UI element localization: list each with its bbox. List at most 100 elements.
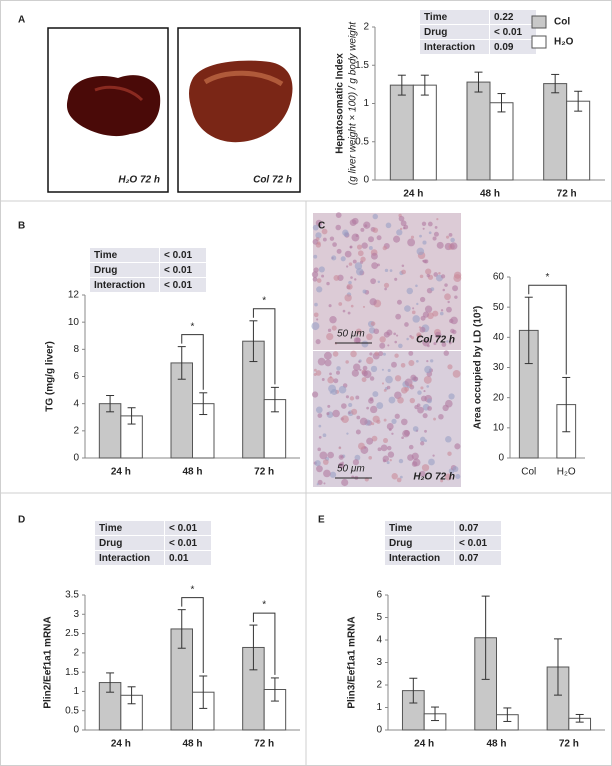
- texture-dot: [406, 337, 409, 341]
- texture-dot: [327, 404, 331, 408]
- texture-dot: [348, 280, 352, 285]
- texture-dot: [313, 267, 319, 273]
- bar: [489, 102, 514, 181]
- liver-highlight: [94, 85, 144, 102]
- texture-dot: [336, 366, 341, 371]
- texture-dot: [383, 438, 389, 444]
- texture-dot: [351, 408, 358, 415]
- texture-dot: [398, 458, 404, 464]
- texture-dot: [416, 302, 419, 306]
- texture-dot: [361, 370, 368, 377]
- texture-dot: [391, 418, 397, 424]
- texture-dot: [444, 293, 451, 301]
- texture-dot: [386, 329, 393, 336]
- legend-label: Col: [554, 17, 570, 28]
- liver-highlight: [203, 70, 284, 87]
- texture-dot: [328, 304, 332, 308]
- texture-dot: [401, 264, 405, 267]
- texture-dot: [357, 250, 364, 257]
- texture-dot: [386, 423, 394, 430]
- texture-dot: [338, 302, 343, 306]
- texture-dot: [312, 239, 319, 245]
- texture-dot: [410, 336, 415, 340]
- texture-dot: [448, 233, 453, 237]
- texture-dot: [448, 341, 452, 345]
- texture-dot: [383, 282, 390, 288]
- y-tick-label: 2.5: [65, 628, 79, 639]
- texture-dot: [412, 426, 419, 432]
- stats-cell: [165, 521, 211, 535]
- texture-dot: [424, 439, 428, 443]
- texture-dot: [377, 280, 381, 284]
- x-tick-label: 72 h: [559, 739, 579, 750]
- y-tick-label: 0: [498, 453, 504, 464]
- texture-dot: [411, 461, 418, 467]
- texture-dot: [315, 219, 323, 227]
- texture-dot: [369, 405, 378, 414]
- texture-dot: [311, 391, 319, 398]
- texture-dot: [344, 294, 352, 302]
- texture-dot: [447, 364, 453, 370]
- significance-bracket: [528, 284, 567, 375]
- texture-dot: [442, 288, 446, 292]
- stats-cell: [95, 521, 164, 535]
- texture-dot: [335, 212, 342, 218]
- texture-dot: [368, 455, 373, 460]
- texture-dot: [350, 350, 357, 358]
- texture-dot: [316, 278, 322, 283]
- texture-dot: [434, 226, 438, 229]
- texture-dot: [424, 429, 427, 433]
- y-tick-label: 2: [376, 680, 382, 691]
- texture-dot: [382, 455, 390, 462]
- texture-dot: [426, 385, 430, 388]
- texture-dot: [312, 224, 319, 231]
- texture-dot: [420, 441, 425, 446]
- y-tick-label: 1.5: [355, 60, 369, 71]
- texture-dot: [452, 369, 461, 378]
- texture-dot: [391, 432, 394, 435]
- texture-dot: [348, 262, 353, 266]
- texture-dot: [407, 454, 414, 461]
- stats-cell: [455, 536, 501, 550]
- texture-dot: [428, 458, 435, 466]
- texture-dot: [366, 356, 374, 365]
- texture-dot: [395, 313, 402, 320]
- texture-dot: [344, 250, 352, 258]
- texture-dot: [372, 227, 379, 233]
- texture-dot: [399, 475, 403, 479]
- texture-dot: [450, 237, 455, 243]
- texture-dot: [359, 417, 368, 426]
- texture-dot: [389, 458, 392, 462]
- stats-key: Interaction: [99, 553, 150, 564]
- texture-dot: [351, 217, 359, 225]
- texture-dot: [387, 445, 392, 451]
- texture-dot: [332, 242, 337, 247]
- texture-dot: [351, 369, 359, 377]
- stats-key: Drug: [99, 538, 122, 549]
- texture-dot: [318, 435, 322, 439]
- texture-dot: [371, 435, 378, 442]
- texture-dot: [401, 269, 406, 275]
- texture-dot: [444, 473, 452, 481]
- y-axis-title: Hepatosomatic Index: [335, 53, 346, 154]
- stats-value: < 0.01: [164, 265, 193, 276]
- y-tick-label: 12: [68, 290, 80, 301]
- significance-bracket: [181, 597, 204, 673]
- stats-cell: [420, 25, 489, 39]
- texture-dot: [350, 304, 354, 308]
- texture-dot: [419, 274, 424, 279]
- y-tick-label: 4: [73, 398, 79, 409]
- texture-dot: [400, 418, 408, 426]
- texture-dot: [338, 446, 342, 450]
- texture-dot: [442, 404, 449, 412]
- x-tick-label: 72 h: [254, 739, 274, 750]
- texture-dot: [341, 478, 349, 487]
- texture-dot: [335, 224, 342, 231]
- texture-dot: [371, 422, 375, 426]
- texture-dot: [349, 396, 355, 401]
- texture-dot: [394, 353, 399, 358]
- texture-dot: [419, 470, 426, 477]
- texture-dot: [404, 305, 411, 312]
- texture-dot: [408, 350, 414, 356]
- texture-dot: [356, 415, 361, 420]
